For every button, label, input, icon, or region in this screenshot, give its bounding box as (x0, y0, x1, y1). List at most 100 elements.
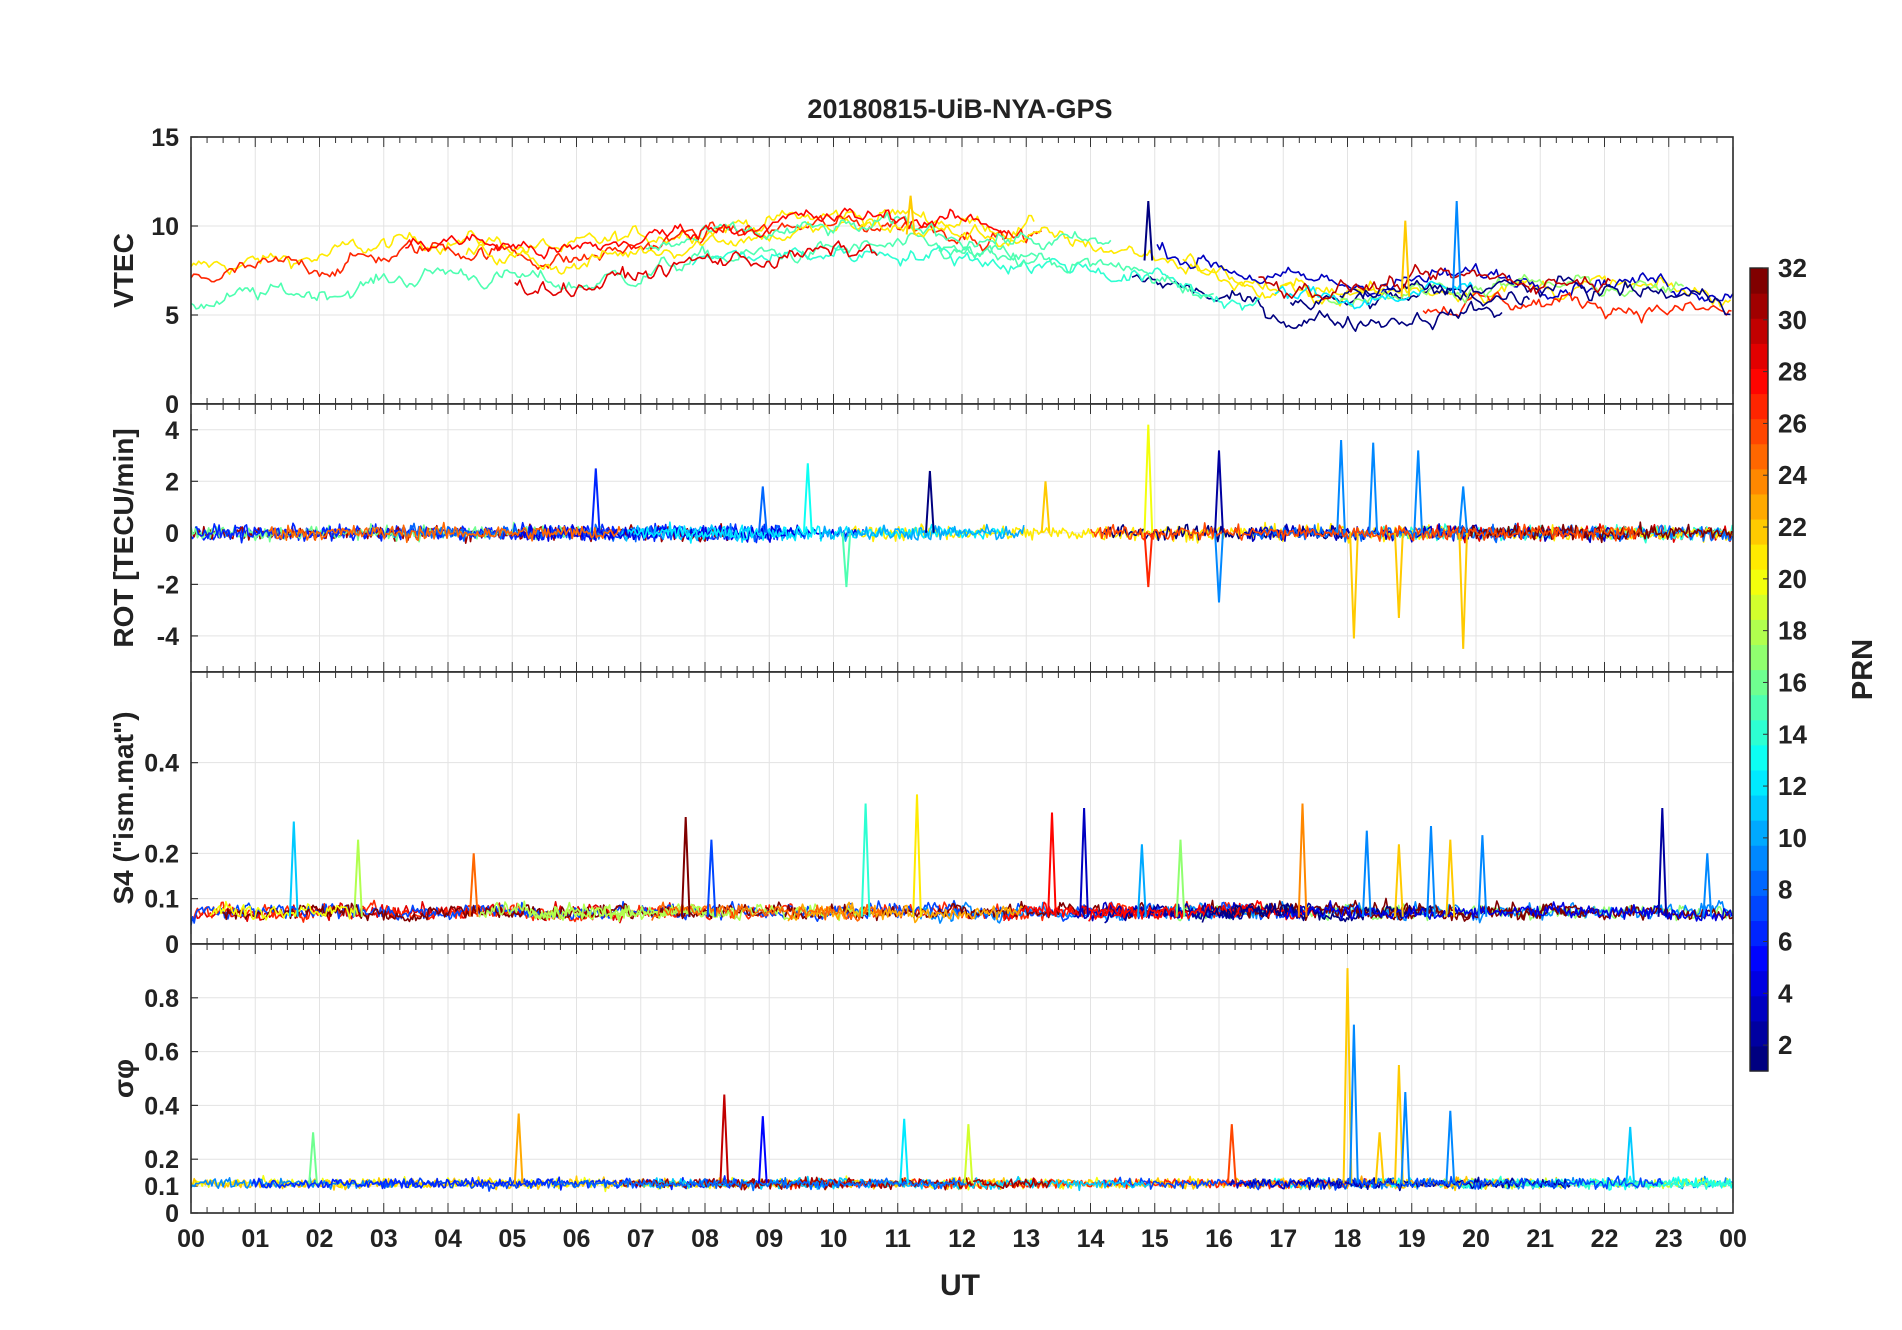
colorbar-segment (1750, 970, 1768, 997)
series-prn-3 (1227, 1177, 1359, 1191)
series-prn-14 (691, 245, 1261, 311)
event-spike (1394, 1064, 1404, 1184)
colorbar-label: PRN (1847, 639, 1879, 700)
y-tick-label: 5 (165, 302, 179, 330)
event-spike (308, 1132, 318, 1184)
colorbar-segment (1750, 669, 1768, 696)
colorbar-segment (1750, 594, 1768, 620)
colorbar-tick-label: 14 (1778, 719, 1807, 749)
event-spike (758, 1116, 768, 1184)
event-spike (905, 195, 916, 235)
series-prn-27 (1422, 291, 1732, 324)
x-tick-label: 05 (498, 1225, 526, 1253)
series-prn-28 (1003, 901, 1164, 922)
colorbar-segment (1750, 845, 1768, 871)
event-spike (1297, 803, 1308, 917)
y-tick-label: 0 (165, 931, 179, 959)
event-spike (1137, 844, 1147, 917)
x-tick-label: 20 (1462, 1225, 1490, 1253)
colorbar-tick-label: 30 (1778, 305, 1807, 335)
colorbar-segment (1750, 920, 1768, 947)
event-spike (353, 839, 363, 917)
event-spike (1143, 424, 1154, 533)
colorbar-tick-label: 6 (1778, 926, 1792, 956)
series-prn-15 (191, 232, 1037, 310)
event-spike (680, 817, 691, 917)
y-tick-label: 4 (165, 417, 179, 445)
y-tick-label: 0.4 (144, 1092, 179, 1120)
x-tick-label: 14 (1077, 1225, 1105, 1253)
colorbar-tick-label: 12 (1778, 771, 1807, 801)
event-spike (1374, 1132, 1385, 1184)
event-spike (288, 821, 299, 917)
event-spike (1361, 830, 1372, 917)
colorbar-segment (1750, 518, 1768, 545)
x-tick-label: 06 (563, 1225, 591, 1253)
colorbar-segment (1750, 318, 1768, 344)
x-tick-label: 19 (1398, 1225, 1426, 1253)
event-spike (841, 532, 852, 588)
x-tick-label: 03 (370, 1225, 398, 1253)
event-spike (1400, 220, 1411, 297)
y-tick-label: -4 (157, 623, 179, 651)
event-spike (1458, 532, 1468, 649)
chart-title: 20180815-UiB-NYA-GPS (807, 94, 1112, 124)
colorbar-segment (1750, 293, 1768, 319)
colorbar-tick-label: 22 (1778, 512, 1807, 542)
event-spike (1445, 839, 1456, 917)
y-axis-label: ROT [TECU/min] (108, 428, 139, 647)
panel-s4-traces (191, 794, 1733, 926)
colorbar-tick-label: 16 (1778, 667, 1807, 697)
event-spike (1214, 450, 1224, 533)
colorbar-tick-label: 18 (1778, 616, 1807, 646)
colorbar-segment (1750, 744, 1768, 771)
colorbar-frame (1749, 267, 1769, 1072)
series-prn-30 (1258, 263, 1612, 301)
y-tick-label: 2 (165, 468, 179, 496)
series-prn-7 (1101, 1175, 1664, 1191)
y-tick-label: 10 (151, 213, 179, 241)
event-spike (899, 1118, 909, 1184)
event-spike (925, 470, 935, 533)
y-tick-label: 0 (165, 1200, 179, 1228)
colorbar-segment (1750, 544, 1768, 570)
event-spike (1349, 1024, 1359, 1184)
colorbar-segment (1750, 995, 1768, 1022)
event-spike (1400, 1091, 1411, 1184)
x-tick-label: 01 (241, 1225, 269, 1253)
event-spike (1702, 853, 1713, 917)
x-tick-label: 11 (885, 1225, 912, 1253)
x-tick-label: 07 (627, 1225, 655, 1253)
x-tick-label: 10 (820, 1225, 848, 1253)
y-tick-label: 0.1 (144, 1173, 179, 1201)
panel-sigma: 00.10.2 0.4 0.6 0.8 σφ (108, 943, 1734, 1228)
y-tick-label: 0.2 (144, 1146, 179, 1174)
y-tick-label: 0.1 (144, 886, 179, 914)
event-spike (468, 853, 479, 917)
x-tick-label: 09 (755, 1225, 783, 1253)
event-spike (1413, 450, 1423, 533)
event-spike (1040, 481, 1051, 533)
x-tick-label: 22 (1591, 1225, 1619, 1253)
colorbar-segment (1750, 1020, 1768, 1047)
y-tick-label: 0 (165, 520, 179, 548)
colorbar-segment (1750, 619, 1768, 646)
event-spike (1143, 532, 1154, 588)
event-spike (1336, 440, 1346, 533)
colorbar-segment (1750, 769, 1768, 796)
series-prn-28 (405, 207, 1008, 260)
event-spike (590, 468, 601, 533)
x-tick-label: 16 (1205, 1225, 1233, 1253)
panel-rot: -4 -2 0 2 4 ROT [TECU/min] (108, 403, 1734, 673)
colorbar-segment (1750, 1045, 1768, 1072)
event-spike (1175, 839, 1186, 917)
panel-s4: 0 0.1 0.2 0.4S4 ("ism.mat") (108, 671, 1734, 959)
y-tick-label: 0.4 (144, 750, 179, 778)
colorbar-segment (1750, 895, 1768, 922)
event-spike (1426, 826, 1436, 917)
x-tick-label: 18 (1334, 1225, 1362, 1253)
x-tick-label: 21 (1526, 1225, 1554, 1253)
event-spike (513, 1113, 524, 1184)
